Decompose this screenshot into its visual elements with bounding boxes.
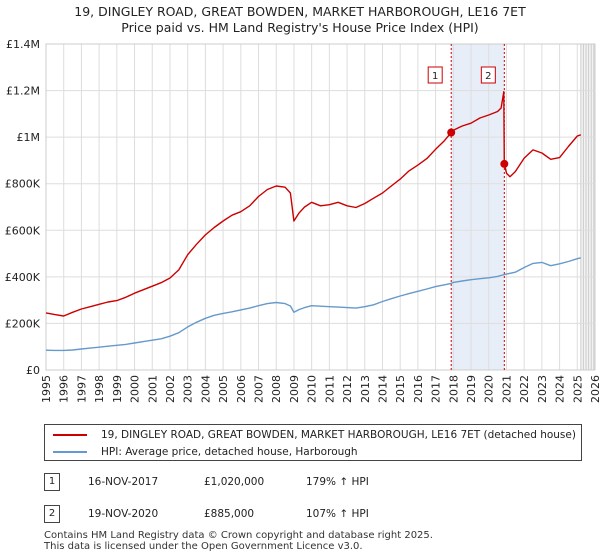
- x-tick-label: 2026: [589, 375, 600, 403]
- y-tick-label: £1.2M: [6, 85, 40, 98]
- x-tick-label: 2005: [217, 375, 230, 403]
- x-tick-label: 2016: [412, 375, 425, 403]
- transaction-period-band: [451, 44, 505, 370]
- x-tick-label: 2002: [164, 375, 177, 403]
- x-tick-label: 2017: [430, 375, 443, 403]
- x-tick-label: 2001: [146, 375, 159, 403]
- x-tick-label: 2022: [518, 375, 531, 403]
- x-tick-label: 2011: [323, 375, 336, 403]
- marker-label: 1: [432, 71, 438, 82]
- legend-label-hpi: HPI: Average price, detached house, Harb…: [101, 446, 358, 458]
- y-tick-label: £200K: [5, 317, 41, 330]
- footer-copyright: Contains HM Land Registry data © Crown c…: [44, 530, 433, 541]
- y-tick-label: £400K: [5, 271, 41, 284]
- legend-label-property: 19, DINGLEY ROAD, GREAT BOWDEN, MARKET H…: [101, 429, 576, 441]
- x-tick-label: 2003: [182, 375, 195, 403]
- title-line: 19, DINGLEY ROAD, GREAT BOWDEN, MARKET H…: [74, 4, 526, 19]
- transaction-date: 16-NOV-2017: [88, 476, 159, 488]
- chart-title: 19, DINGLEY ROAD, GREAT BOWDEN, MARKET H…: [0, 4, 600, 36]
- y-tick-label: £0: [26, 364, 40, 377]
- transaction-number: 1: [44, 473, 60, 491]
- x-tick-label: 2006: [235, 375, 248, 403]
- legend-swatch-red: [53, 434, 87, 436]
- x-tick-label: 2020: [483, 375, 496, 403]
- x-tick-label: 2018: [447, 375, 460, 403]
- x-tick-label: 2007: [253, 375, 266, 403]
- subtitle-line: Price paid vs. HM Land Registry's House …: [121, 20, 479, 35]
- x-tick-label: 1996: [58, 375, 71, 403]
- transaction-price: £1,020,000: [204, 476, 265, 488]
- x-tick-label: 2023: [536, 375, 549, 403]
- x-tick-label: 2015: [394, 375, 407, 403]
- x-tick-label: 1995: [40, 375, 53, 403]
- x-tick-label: 2021: [500, 375, 513, 403]
- transaction-price: £885,000: [204, 508, 255, 520]
- x-tick-label: 2012: [341, 375, 354, 403]
- hpi-line: [45, 257, 581, 352]
- x-tick-label: 2014: [376, 375, 389, 403]
- x-tick-label: 2019: [465, 375, 478, 403]
- marker-label-box: [480, 66, 496, 84]
- transaction-number: 2: [44, 505, 60, 523]
- chart-plot: £0 £200K £400K £600K £800K £1M £1.2M £1.4M 1995 1…: [5, 38, 600, 403]
- legend: 19, DINGLEY ROAD, GREAT BOWDEN, MARKET H…: [44, 424, 582, 461]
- y-tick-label: £600K: [5, 224, 41, 237]
- x-tick-label: 2000: [129, 375, 142, 403]
- y-tick-label: £1.4M: [6, 38, 40, 51]
- transaction-hpi: 107% ↑ HPI: [306, 508, 369, 520]
- footer-licence: This data is licensed under the Open Gov…: [44, 541, 363, 552]
- x-tick-label: 1997: [75, 375, 88, 403]
- transaction-point: [500, 159, 509, 168]
- x-tick-label: 2004: [199, 375, 212, 403]
- x-tick-label: 2024: [554, 375, 567, 403]
- marker-label: 2: [485, 71, 491, 82]
- x-tick-label: 2009: [288, 375, 301, 403]
- x-tick-label: 2025: [571, 375, 584, 403]
- property-price-line: [45, 91, 582, 317]
- y-tick-label: £1M: [17, 131, 41, 144]
- y-tick-label: £800K: [5, 178, 41, 191]
- marker-label-box: [427, 66, 443, 84]
- legend-swatch-blue: [53, 451, 87, 453]
- x-tick-label: 2010: [306, 375, 319, 403]
- x-tick-label: 2008: [270, 375, 283, 403]
- transaction-hpi: 179% ↑ HPI: [306, 476, 369, 488]
- plot-frame: [45, 43, 596, 371]
- x-tick-label: 2013: [359, 375, 372, 403]
- x-tick-label: 1999: [111, 375, 124, 403]
- x-tick-label: 1998: [93, 375, 106, 403]
- footer: Contains HM Land Registry data © Crown c…: [44, 530, 433, 552]
- transaction-point: [447, 128, 456, 137]
- transaction-date: 19-NOV-2020: [88, 508, 159, 520]
